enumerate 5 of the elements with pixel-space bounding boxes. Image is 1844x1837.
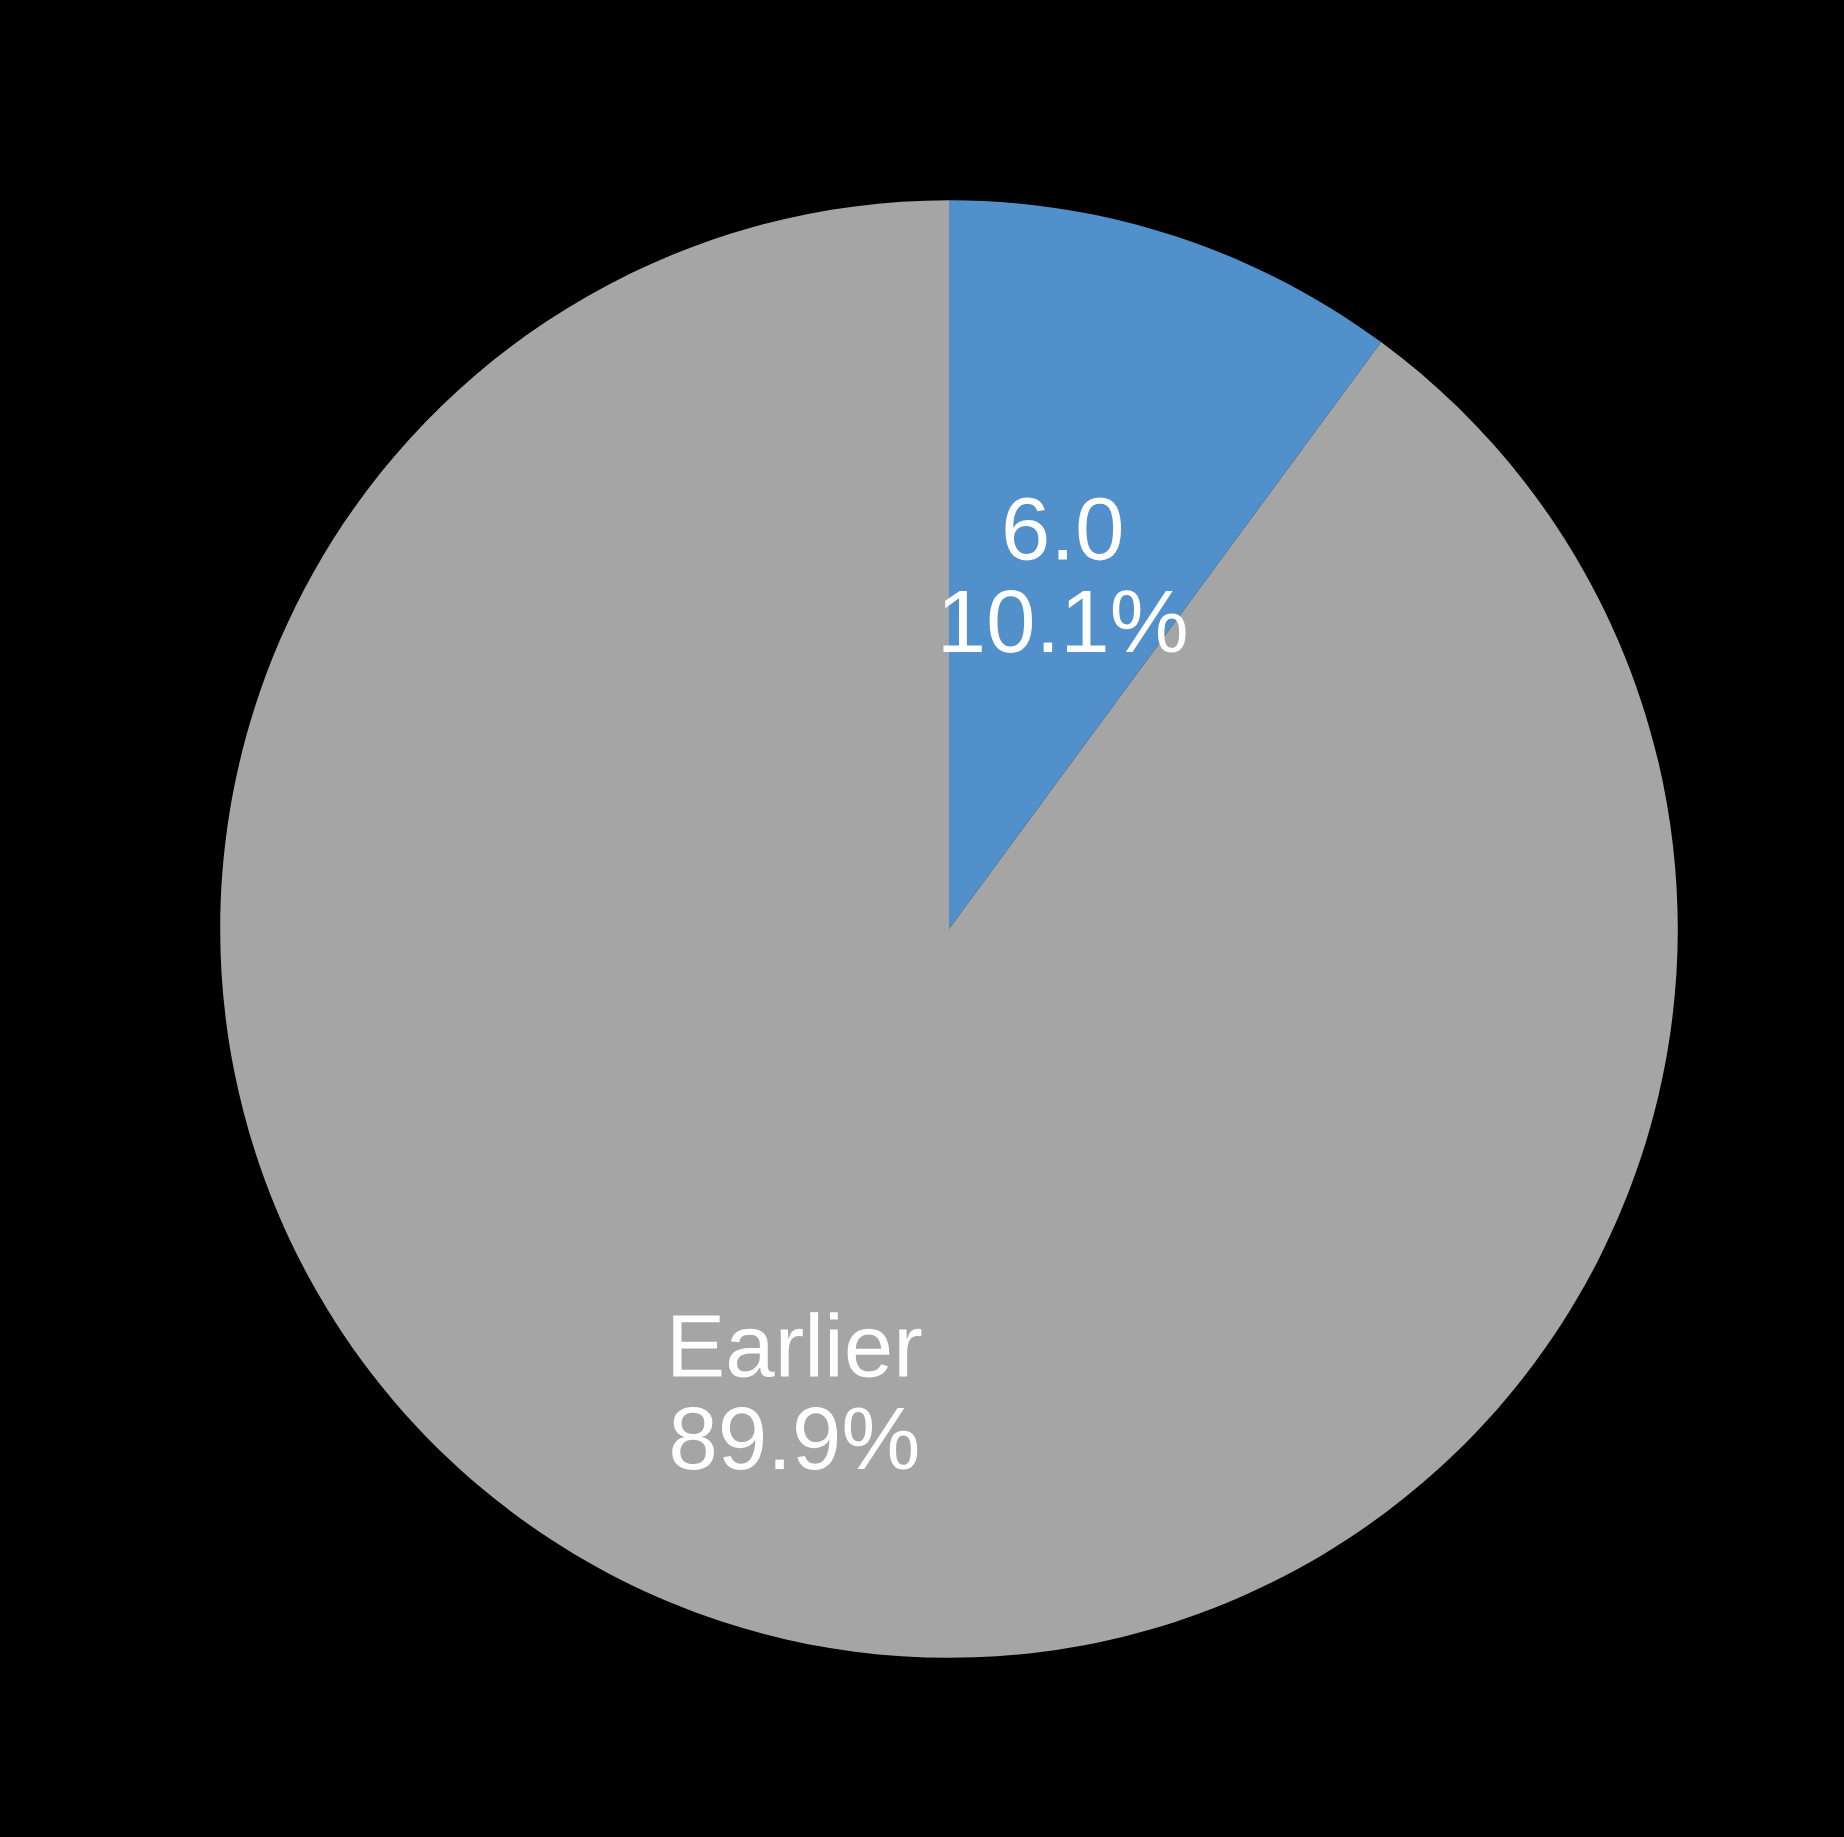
data-label: 89.9% <box>672 1407 918 1470</box>
data-label: 10.1% <box>943 589 1186 653</box>
pie-slice <box>220 200 1678 1658</box>
slice-label: 6.0 <box>1005 497 1122 561</box>
slice-label: Earlier <box>673 1312 922 1378</box>
